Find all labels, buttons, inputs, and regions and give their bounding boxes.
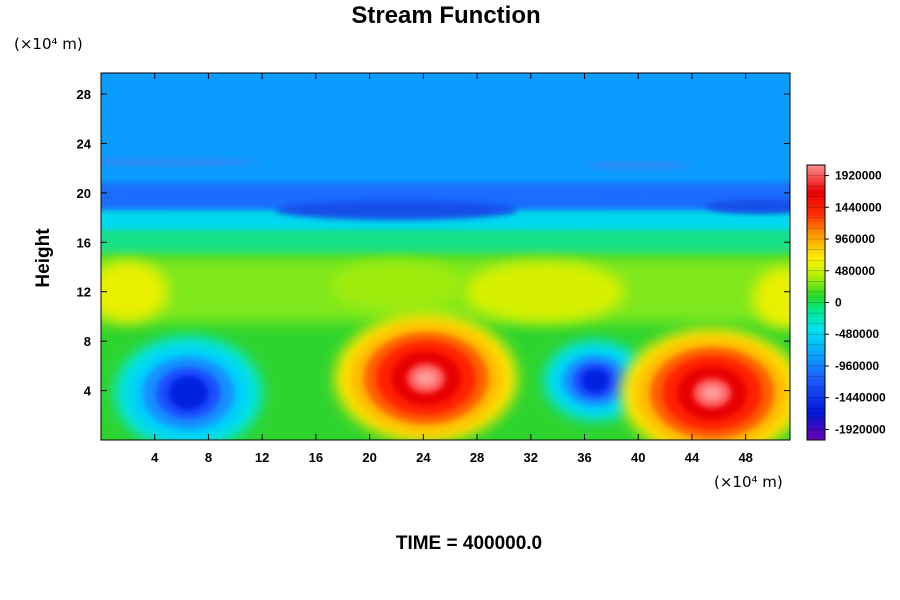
low-contour — [168, 375, 209, 411]
colorbar-tick-label: -1440000 — [835, 391, 886, 405]
low-center — [543, 340, 647, 421]
y-tick-label: 8 — [84, 334, 91, 349]
contour-field — [101, 35, 790, 440]
contour-line — [101, 82, 790, 87]
teal-band — [101, 229, 790, 255]
mid-yellow — [463, 260, 625, 323]
upper-stripe — [101, 157, 263, 167]
y-axis-unit: (×10⁴ m) — [14, 35, 83, 53]
colorbar-tick-label: 0 — [835, 296, 842, 310]
y-tick-label: 4 — [84, 384, 92, 399]
mid-yellow — [101, 260, 169, 323]
y-tick-label: 24 — [77, 136, 92, 151]
colorbar-tick-label: -960000 — [835, 359, 879, 373]
contour-line — [101, 146, 790, 151]
contour-line — [101, 67, 790, 70]
dark-stripe — [705, 199, 790, 214]
contour-line — [101, 130, 790, 135]
contour-line — [101, 178, 790, 183]
x-axis-unit: (×10⁴ m) — [714, 473, 783, 491]
high-contour — [415, 370, 437, 386]
x-tick-label: 44 — [685, 450, 700, 465]
colorbar-tick-label: 1920000 — [835, 169, 882, 183]
contour-line — [101, 227, 790, 231]
x-axis: 4 8 12 16 20 24 28 32 36 40 44 48 — [151, 73, 753, 465]
x-tick-label: 4 — [151, 450, 159, 465]
colorbar-tick-label: 1440000 — [835, 200, 882, 214]
upper-stripe — [584, 161, 692, 171]
mid-green — [329, 260, 464, 311]
contour-line — [101, 51, 790, 54]
x-tick-label: 12 — [255, 450, 269, 465]
contour-line — [101, 35, 790, 38]
y-tick-label: 28 — [77, 87, 91, 102]
colorbar-tick-label: -1920000 — [835, 422, 886, 436]
y-axis: 4 8 12 16 20 24 28 — [77, 87, 790, 399]
contour-line — [101, 162, 790, 167]
plot-frame — [100, 72, 791, 441]
x-tick-label: 24 — [416, 450, 431, 465]
x-tick-label: 8 — [205, 450, 212, 465]
upper-layer — [101, 73, 790, 187]
y-axis-label: Height — [33, 228, 54, 288]
low-center — [114, 336, 263, 440]
contour-line — [101, 211, 790, 215]
x-tick-label: 16 — [309, 450, 323, 465]
x-tick-label: 40 — [631, 450, 645, 465]
x-tick-label: 28 — [470, 450, 484, 465]
colorbar-tick-label: -480000 — [835, 327, 879, 341]
high-center — [620, 328, 790, 440]
y-tick-label: 20 — [77, 186, 91, 201]
dark-stripe — [275, 200, 518, 221]
y-tick-label: 16 — [77, 235, 91, 250]
high-center — [334, 313, 518, 440]
y-tick-label: 12 — [77, 285, 91, 300]
colorbar: 1920000 1440000 960000 480000 0 -480000 -96000… — [806, 164, 886, 441]
contour-line — [101, 114, 790, 119]
colorbar-tick-label: 960000 — [835, 232, 875, 246]
contour-line — [101, 98, 790, 103]
chart-title: Stream Function — [351, 2, 540, 29]
x-tick-label: 36 — [577, 450, 591, 465]
time-label: TIME = 400000.0 — [396, 533, 542, 554]
x-tick-label: 20 — [362, 450, 376, 465]
mid-yellow — [752, 267, 790, 329]
high-contour — [701, 385, 723, 401]
contour-line — [101, 195, 790, 199]
colorbar-tick-label: 480000 — [835, 264, 875, 278]
x-tick-label: 32 — [524, 450, 538, 465]
x-tick-label: 48 — [738, 450, 752, 465]
low-contour — [581, 368, 610, 393]
